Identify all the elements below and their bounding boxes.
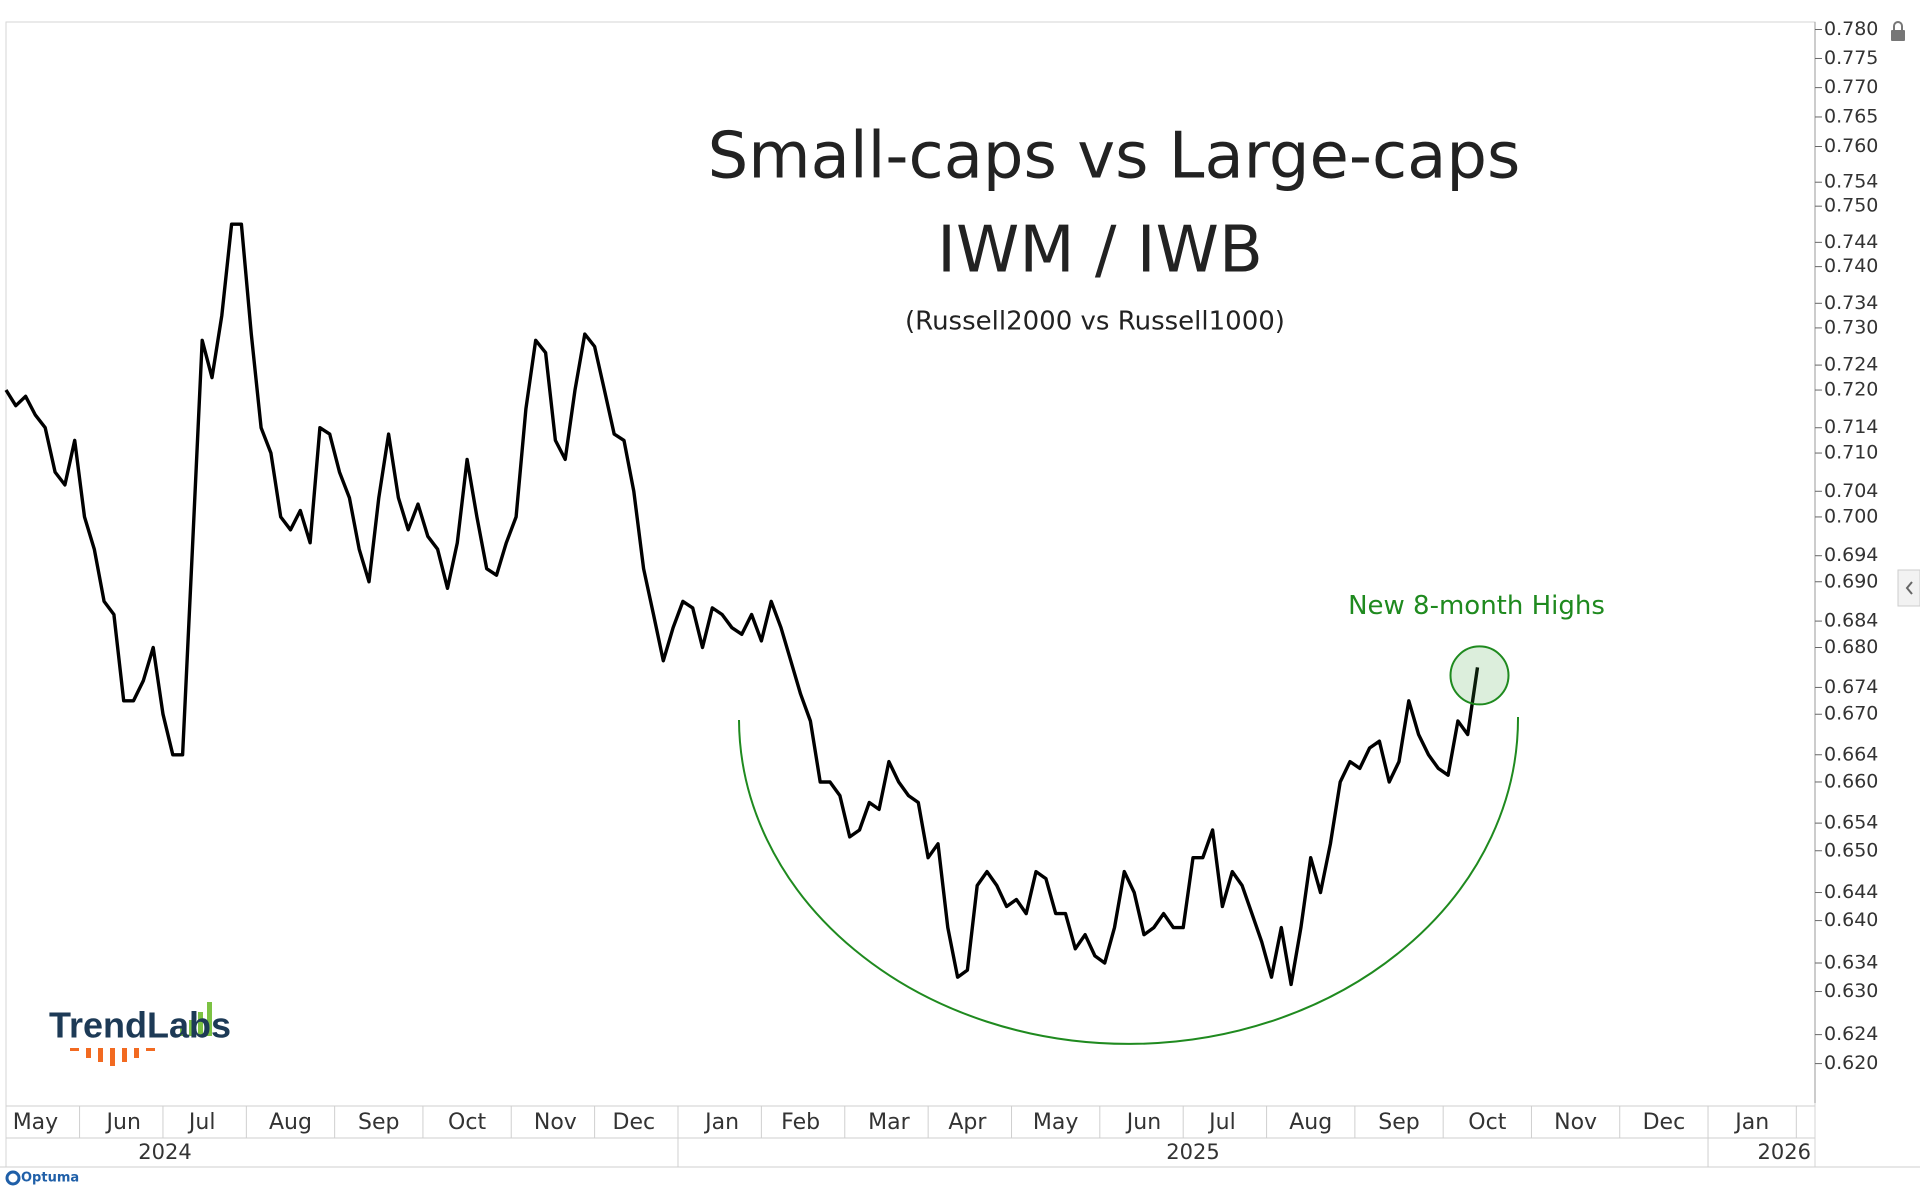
y-tick-label: 0.770 xyxy=(1824,76,1878,98)
highlight-circle xyxy=(1449,645,1510,706)
x-tick-label: Aug xyxy=(269,1110,312,1135)
logo-text: TrendLabs xyxy=(49,1005,231,1046)
year-label: 2025 xyxy=(1166,1140,1219,1164)
annotation: New 8-month Highs xyxy=(1348,591,1605,621)
x-tick-label: Mar xyxy=(868,1110,910,1135)
y-tick-label: 0.750 xyxy=(1824,195,1878,217)
year-label: 2026 xyxy=(1758,1140,1811,1164)
x-tick-label: Sep xyxy=(358,1110,399,1135)
series-line xyxy=(4,222,1480,987)
x-tick-label: Nov xyxy=(534,1110,577,1135)
y-tick-label: 0.714 xyxy=(1824,416,1878,438)
y-tick-label: 0.700 xyxy=(1824,505,1878,527)
y-tick-label: 0.704 xyxy=(1824,480,1878,502)
x-tick-label: Sep xyxy=(1378,1110,1419,1135)
y-tick-label: 0.775 xyxy=(1824,47,1878,69)
y-tick-label: 0.620 xyxy=(1824,1052,1878,1074)
x-tick-label: Jan xyxy=(1733,1110,1769,1135)
y-tick-label: 0.624 xyxy=(1824,1023,1878,1045)
lock-icon[interactable] xyxy=(1891,21,1905,41)
y-tick-label: 0.780 xyxy=(1824,18,1878,40)
x-tick-label: Jul xyxy=(187,1110,216,1135)
footer-brand-text: Optuma xyxy=(21,1171,79,1186)
x-tick-label: Dec xyxy=(613,1110,656,1135)
y-tick-label: 0.690 xyxy=(1824,570,1878,592)
x-tick-label: Oct xyxy=(448,1110,486,1135)
logo: TrendLabs xyxy=(49,1002,231,1066)
x-tick-label: Jan xyxy=(703,1110,739,1135)
y-tick-label: 0.634 xyxy=(1824,952,1878,974)
chart-title: Small-caps vs Large-caps xyxy=(708,120,1521,194)
y-tick-label: 0.650 xyxy=(1824,839,1878,861)
x-tick-label: Dec xyxy=(1643,1110,1686,1135)
x-tick-label: Nov xyxy=(1554,1110,1597,1135)
y-tick-label: 0.730 xyxy=(1824,316,1878,338)
x-tick-label: Oct xyxy=(1468,1110,1506,1135)
chart-subtitle: IWM / IWB xyxy=(937,214,1263,288)
y-tick-label: 0.680 xyxy=(1824,636,1878,658)
x-tick-label: Aug xyxy=(1289,1110,1332,1135)
y-tick-label: 0.740 xyxy=(1824,255,1878,277)
y-tick-label: 0.654 xyxy=(1824,812,1878,834)
x-tick-label: Apr xyxy=(948,1110,987,1135)
x-tick-label: Jun xyxy=(1125,1110,1161,1135)
x-tick-label: Jun xyxy=(105,1110,141,1135)
y-tick-label: 0.630 xyxy=(1824,980,1878,1002)
x-tick-label: May xyxy=(13,1110,58,1135)
x-tick-label: Feb xyxy=(781,1110,820,1135)
y-tick-label: 0.734 xyxy=(1824,292,1878,314)
y-tick-label: 0.674 xyxy=(1824,676,1878,698)
y-tick-label: 0.684 xyxy=(1824,610,1878,632)
y-tick-label: 0.660 xyxy=(1824,770,1878,792)
rounding-bottom-arc xyxy=(738,716,1520,1045)
footer-brand: Optuma xyxy=(5,1170,79,1186)
y-tick-label: 0.694 xyxy=(1824,544,1878,566)
y-tick-label: 0.644 xyxy=(1824,881,1878,903)
x-tick-label: Jul xyxy=(1207,1110,1236,1135)
y-tick-label: 0.710 xyxy=(1824,442,1878,464)
collapse-toggle[interactable] xyxy=(1897,569,1920,607)
y-tick-label: 0.724 xyxy=(1824,354,1878,376)
y-tick-label: 0.765 xyxy=(1824,105,1878,127)
y-tick-label: 0.754 xyxy=(1824,171,1878,193)
y-tick-label: 0.720 xyxy=(1824,379,1878,401)
y-tick-label: 0.640 xyxy=(1824,909,1878,931)
chart-note: (Russell2000 vs Russell1000) xyxy=(905,307,1285,337)
x-tick-label: May xyxy=(1033,1110,1078,1135)
y-tick-label: 0.744 xyxy=(1824,231,1878,253)
y-tick-label: 0.670 xyxy=(1824,703,1878,725)
y-tick-label: 0.760 xyxy=(1824,135,1878,157)
y-tick-label: 0.664 xyxy=(1824,743,1878,765)
year-label: 2024 xyxy=(138,1140,191,1164)
